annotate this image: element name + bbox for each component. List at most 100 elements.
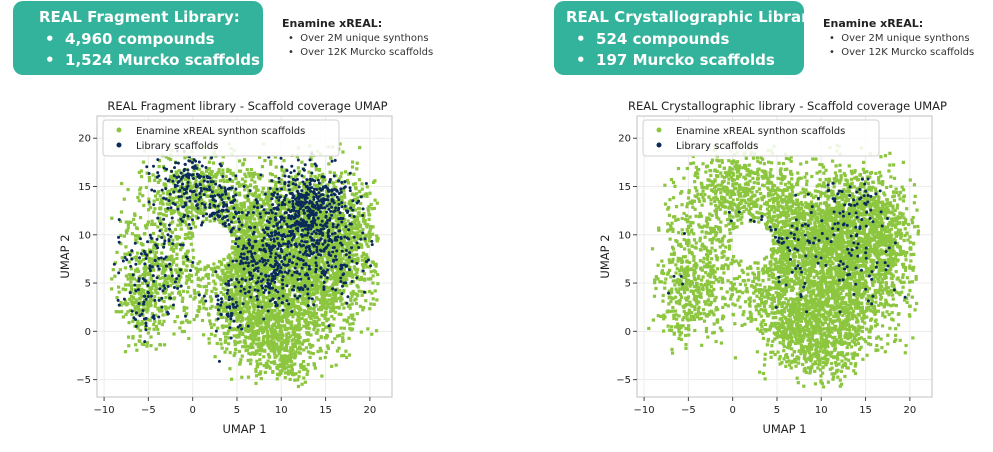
point-background-scaffold [254,185,258,190]
point-background-scaffold [265,238,269,242]
point-background-scaffold [339,295,343,299]
point-background-scaffold [360,245,364,249]
point-background-scaffold [288,349,292,353]
point-background-scaffold [183,236,187,241]
point-background-scaffold [200,170,204,174]
point-background-scaffold [255,312,259,316]
point-background-scaffold [343,222,347,226]
point-background-scaffold [372,302,376,306]
point-background-scaffold [265,363,270,367]
point-background-scaffold [351,322,355,326]
point-background-scaffold [268,366,272,370]
point-background-scaffold [248,174,252,178]
point-background-scaffold [183,177,188,181]
point-background-scaffold [261,186,265,190]
point-background-scaffold [175,315,180,319]
point-background-scaffold [314,296,319,300]
point-background-scaffold [363,278,367,282]
point-background-scaffold [138,260,142,264]
point-background-scaffold [277,313,281,317]
point-background-scaffold [127,344,131,348]
point-background-scaffold [233,327,237,331]
point-background-scaffold [134,255,138,259]
point-background-scaffold [231,292,235,296]
point-background-scaffold [274,336,278,340]
point-background-scaffold [239,264,243,269]
point-background-scaffold [181,260,186,264]
point-background-scaffold [354,297,358,301]
point-background-scaffold [220,269,224,273]
point-background-scaffold [154,290,158,294]
point-background-scaffold [238,340,242,344]
point-background-scaffold [341,246,345,250]
point-background-scaffold [247,317,251,321]
point-background-scaffold [339,175,343,179]
point-background-scaffold [147,259,151,263]
point-background-scaffold [349,242,353,246]
point-background-scaffold [190,279,194,284]
point-background-scaffold [358,304,363,308]
point-background-scaffold [252,295,256,300]
point-background-scaffold [137,170,141,175]
point-background-scaffold [209,299,213,303]
point-background-scaffold [127,321,131,325]
point-background-scaffold [301,274,305,279]
point-background-scaffold [341,336,345,340]
point-background-scaffold [323,316,327,321]
point-background-scaffold [342,192,346,197]
point-background-scaffold [300,342,305,346]
point-background-scaffold [160,322,164,327]
point-background-scaffold [117,290,121,294]
point-background-scaffold [310,163,314,167]
point-background-scaffold [339,299,343,303]
point-background-scaffold [240,354,244,358]
point-background-scaffold [211,273,215,277]
point-background-scaffold [244,317,248,321]
point-background-scaffold [141,160,146,164]
point-background-scaffold [130,232,135,236]
point-background-scaffold [269,341,273,345]
point-background-scaffold [325,334,330,338]
point-background-scaffold [245,321,250,325]
point-background-scaffold [306,362,310,367]
point-background-scaffold [126,187,130,192]
point-background-scaffold [199,207,203,212]
point-background-scaffold [328,293,332,297]
point-background-scaffold [367,213,372,217]
point-background-scaffold [123,252,127,256]
point-background-scaffold [246,199,250,203]
point-background-scaffold [373,198,377,202]
point-background-scaffold [168,195,172,199]
point-background-scaffold [186,249,190,253]
point-background-scaffold [243,179,247,183]
point-background-scaffold [141,194,145,198]
point-background-scaffold [333,337,337,341]
point-background-scaffold [340,302,344,307]
point-background-scaffold [259,313,263,318]
point-background-scaffold [349,298,353,302]
point-background-scaffold [358,223,363,227]
point-background-scaffold [228,302,232,306]
point-background-scaffold [316,290,320,294]
point-background-scaffold [154,347,158,351]
point-background-scaffold [237,292,241,296]
point-background-scaffold [271,346,275,350]
point-background-scaffold [214,287,218,291]
point-background-scaffold [158,194,162,198]
point-background-scaffold [255,243,260,247]
point-background-scaffold [342,288,346,293]
point-background-scaffold [163,279,167,283]
point-background-scaffold [333,212,337,217]
point-background-scaffold [197,305,201,309]
point-background-scaffold [149,276,153,280]
point-background-scaffold [243,194,247,198]
point-background-scaffold [174,268,178,272]
point-background-scaffold [136,195,140,200]
point-background-scaffold [243,345,247,349]
point-background-scaffold [305,372,309,376]
point-background-scaffold [282,346,287,350]
point-background-scaffold [332,181,336,185]
point-background-scaffold [223,273,227,277]
point-background-scaffold [319,349,323,353]
point-background-scaffold [129,284,134,288]
